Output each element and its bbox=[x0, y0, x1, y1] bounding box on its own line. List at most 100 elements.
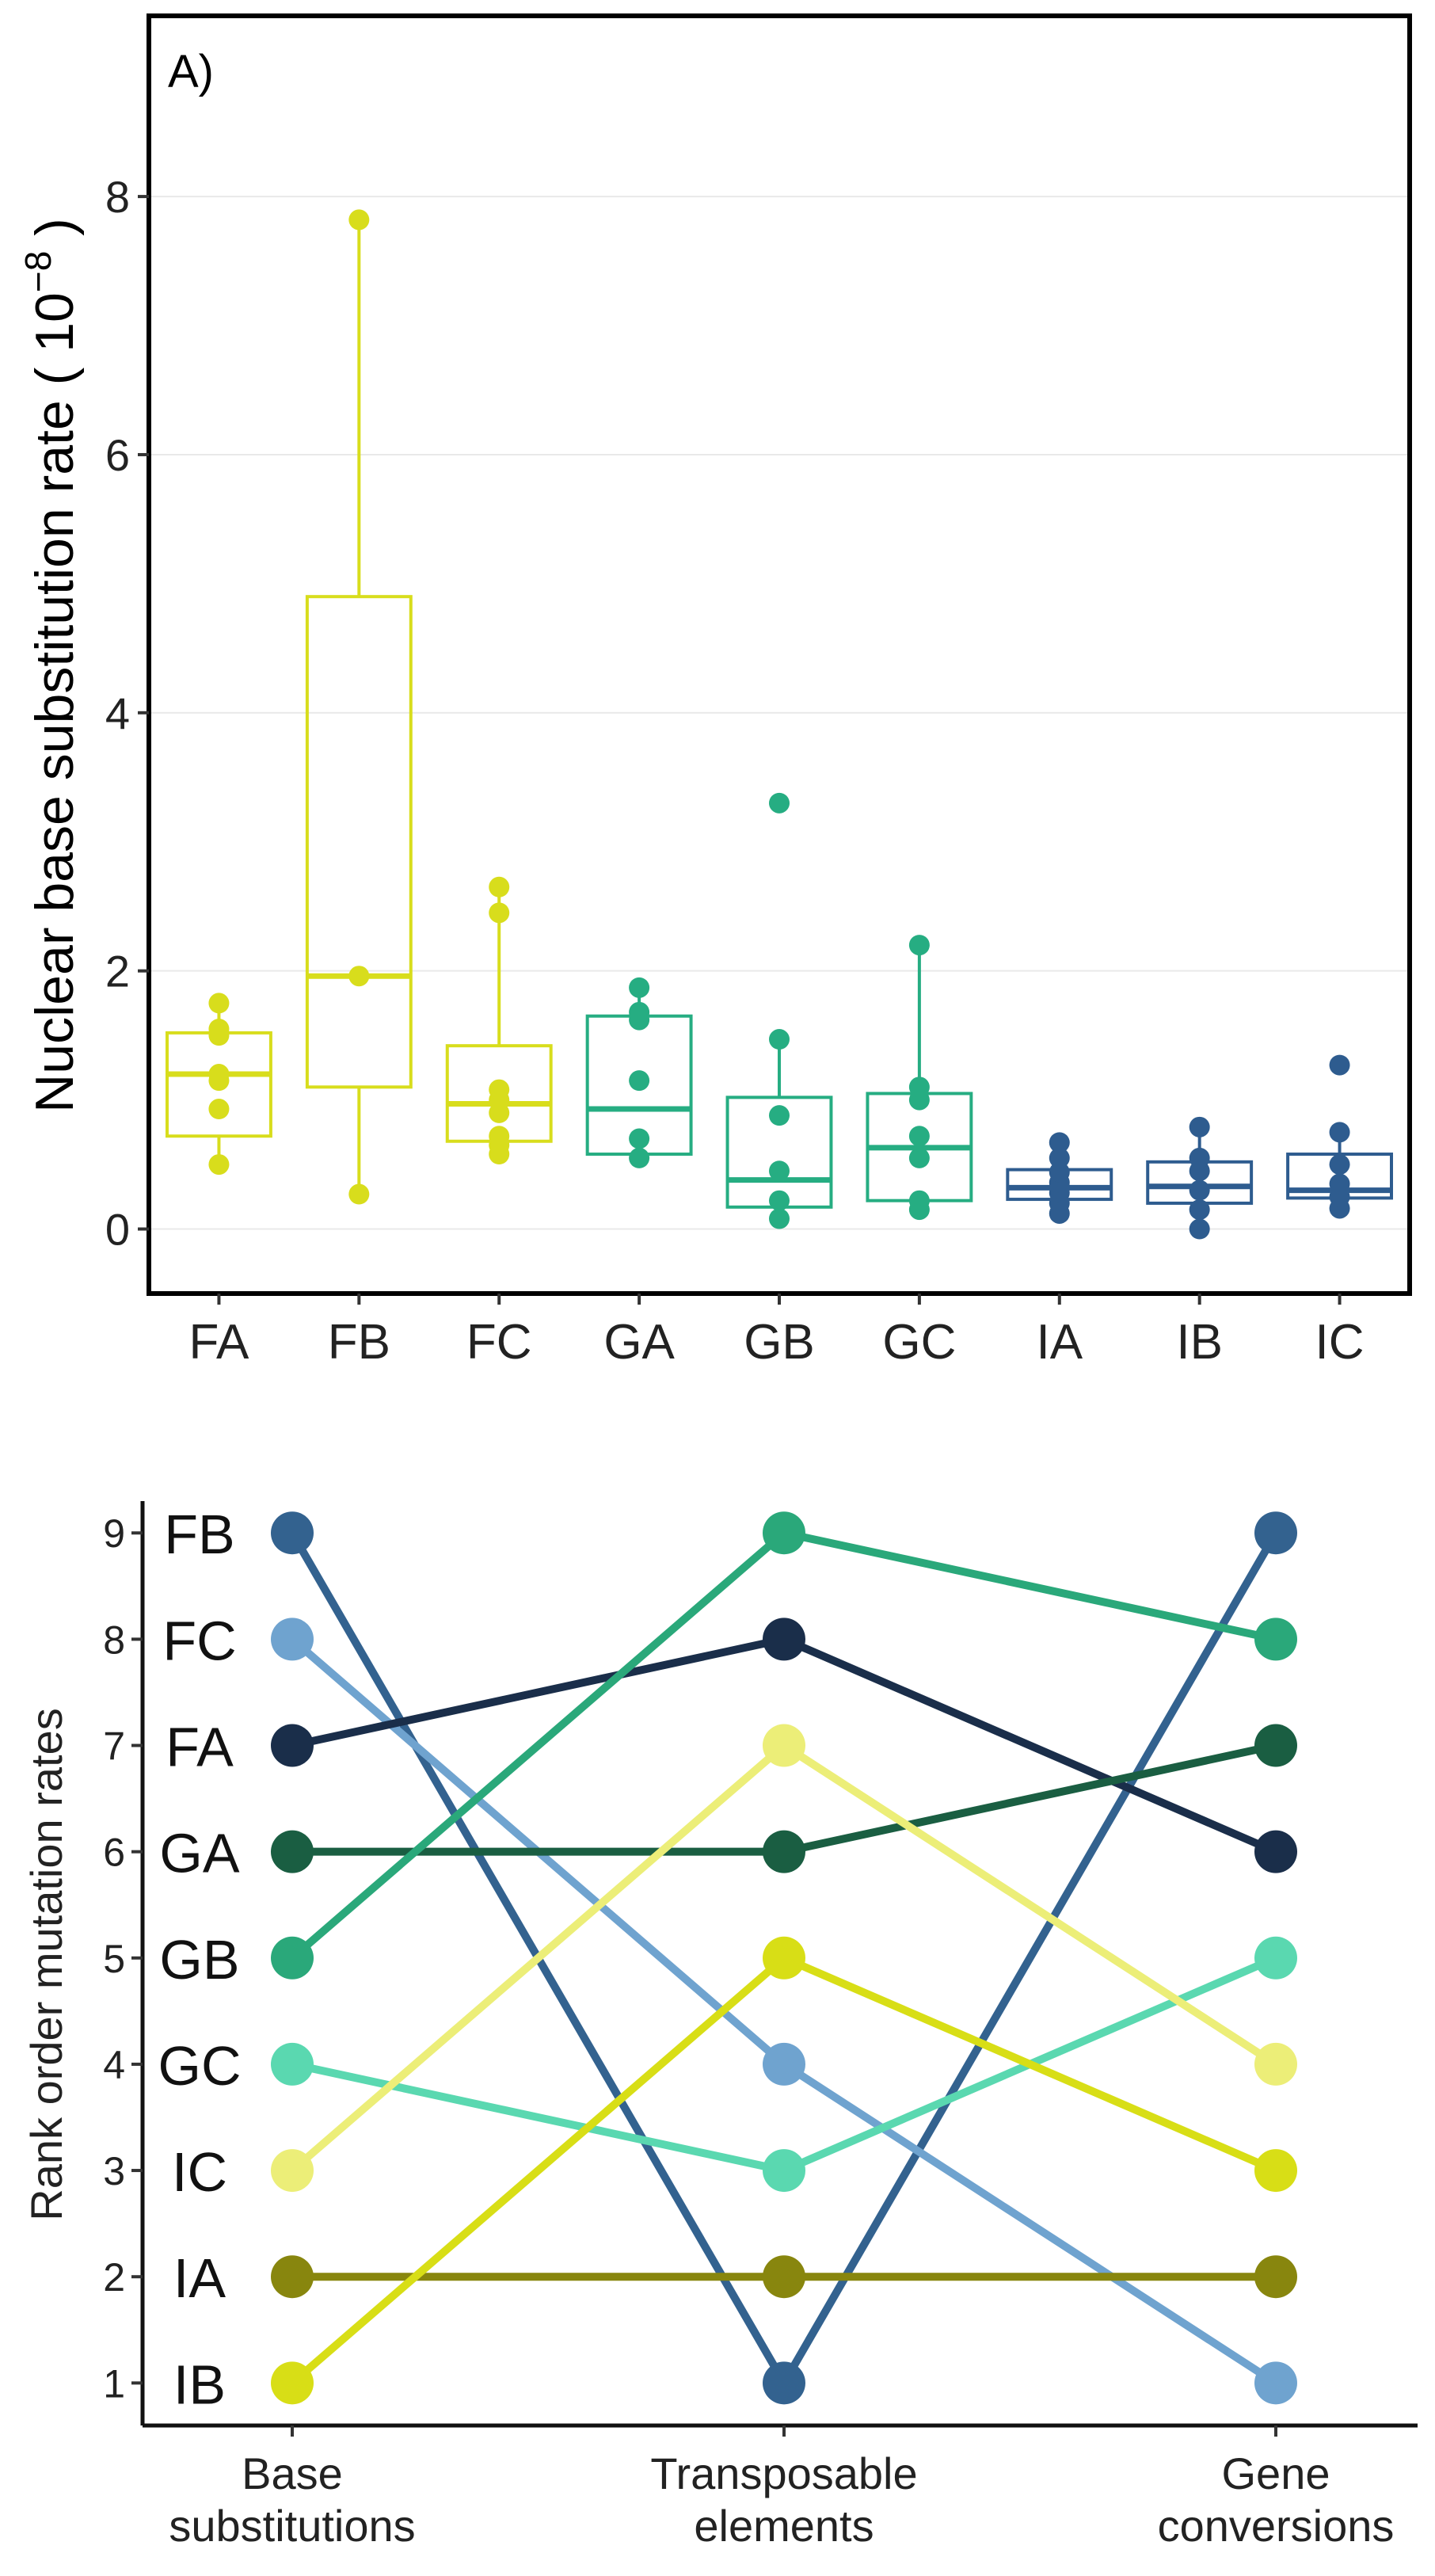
rank-y-tick-label: 8 bbox=[103, 1618, 125, 1662]
x-tick-label: IB bbox=[1176, 1315, 1223, 1370]
rank-x-tick-label-line: substitutions bbox=[169, 2501, 415, 2551]
rank-group-label: GB bbox=[159, 1929, 239, 1991]
series-point-ga bbox=[1254, 1724, 1297, 1767]
y-tick-label: 4 bbox=[105, 688, 130, 738]
data-point bbox=[489, 1126, 510, 1147]
rank-y-axis: 1 2 3 4 5 6 7 8 9 bbox=[103, 1511, 143, 2406]
data-point bbox=[1189, 1218, 1210, 1240]
series-point-ic bbox=[1254, 2042, 1297, 2086]
boxplot-panel: A) 0 2 4 6 8 FA FB FC GA GB GC IA IB IC Nuclear base… bbox=[17, 13, 1412, 1370]
rank-y-axis-label: Rank order mutation rates bbox=[21, 1708, 71, 2220]
data-point bbox=[629, 1070, 650, 1092]
boxplot-gc bbox=[866, 935, 973, 1221]
y-tick-label: 6 bbox=[105, 430, 130, 480]
data-point bbox=[208, 1099, 230, 1120]
series-point-gc bbox=[763, 2149, 805, 2193]
rank-y-tick-label: 2 bbox=[103, 2255, 125, 2300]
series-point-fa bbox=[271, 1724, 314, 1767]
data-point bbox=[908, 1126, 930, 1147]
data-point bbox=[629, 1147, 650, 1168]
rank-group-label: IC bbox=[172, 2141, 227, 2203]
data-point bbox=[769, 1208, 790, 1229]
data-point bbox=[1189, 1147, 1210, 1168]
data-point bbox=[769, 792, 790, 814]
boxplot-fa bbox=[165, 993, 272, 1176]
data-point bbox=[1189, 1199, 1210, 1221]
rank-x-tick-label: Base substitutions bbox=[169, 2448, 415, 2551]
rank-x-tick-label-line: Gene bbox=[1222, 2448, 1330, 2498]
series-point-ic bbox=[763, 1724, 805, 1767]
rank-x-tick-label: Gene conversions bbox=[1158, 2448, 1395, 2551]
boxplot-ib bbox=[1146, 1116, 1254, 1240]
series-point-ga bbox=[763, 1830, 805, 1873]
series-point-ia bbox=[763, 2255, 805, 2299]
boxplot-gb bbox=[725, 792, 833, 1229]
rank-y-tick-label: 1 bbox=[103, 2361, 125, 2406]
x-axis: FA FB FC GA GB GC IA IB IC bbox=[189, 1294, 1365, 1370]
series-point-ib bbox=[763, 1936, 805, 1980]
series-point-fc bbox=[1254, 2361, 1297, 2405]
x-tick-label: IC bbox=[1315, 1315, 1365, 1370]
data-point bbox=[208, 1018, 230, 1039]
y-axis-label: Nuclear base substitution rate ( 10−8 ) bbox=[17, 218, 85, 1113]
rank-y-tick-label: 9 bbox=[103, 1511, 125, 1556]
series-point-ga bbox=[271, 1830, 314, 1873]
rank-x-tick-label-line: elements bbox=[694, 2501, 874, 2551]
rank-y-tick-label: 3 bbox=[103, 2149, 125, 2193]
data-point bbox=[1329, 1154, 1350, 1176]
series-point-gb bbox=[763, 1511, 805, 1555]
boxplot-ic bbox=[1286, 1054, 1394, 1219]
data-point bbox=[1189, 1179, 1210, 1201]
series-point-fa bbox=[763, 1618, 805, 1661]
x-tick-label: GA bbox=[603, 1315, 675, 1370]
series-point-gc bbox=[1254, 1936, 1297, 1980]
rank-group-label: GC bbox=[158, 2035, 242, 2097]
data-point bbox=[908, 935, 930, 956]
series-point-ia bbox=[271, 2255, 314, 2299]
data-point bbox=[489, 876, 510, 897]
y-tick-label: 8 bbox=[105, 172, 130, 222]
boxplot-fc bbox=[445, 876, 553, 1165]
data-point bbox=[908, 1147, 930, 1168]
boxplot-ia bbox=[1006, 1132, 1113, 1224]
rank-x-tick-label-line: conversions bbox=[1158, 2501, 1395, 2551]
rank-y-tick-label: 5 bbox=[103, 1937, 125, 1981]
series-point-fa bbox=[1254, 1830, 1297, 1873]
rank-group-label: GA bbox=[159, 1823, 239, 1884]
box bbox=[305, 595, 413, 1089]
rank-group-label: IB bbox=[173, 2353, 226, 2415]
x-tick-label: IA bbox=[1036, 1315, 1083, 1370]
data-point bbox=[908, 1077, 930, 1098]
y-tick-label: 2 bbox=[105, 947, 130, 996]
rank-panel: 1 2 3 4 5 6 7 8 9 Base substitutions Transposable e… bbox=[21, 1501, 1418, 2551]
rank-y-tick-label: 4 bbox=[103, 2043, 125, 2087]
rank-x-tick-label-line: Transposable bbox=[650, 2448, 917, 2498]
data-point bbox=[629, 1001, 650, 1023]
x-tick-label: FA bbox=[189, 1315, 249, 1370]
data-point bbox=[208, 993, 230, 1014]
data-point bbox=[1049, 1147, 1070, 1168]
rank-y-tick-label: 6 bbox=[103, 1831, 125, 1875]
data-point bbox=[769, 1190, 790, 1211]
x-tick-label: GB bbox=[744, 1315, 815, 1370]
rank-group-labels: FB FC FA GA GB GC IC IA IB bbox=[158, 1503, 242, 2415]
series-point-fb bbox=[1254, 1511, 1297, 1555]
series-point-fc bbox=[271, 1618, 314, 1661]
rank-x-tick-label-line: Base bbox=[242, 2448, 343, 2498]
boxplot-groups bbox=[165, 209, 1394, 1240]
data-point bbox=[1049, 1132, 1070, 1153]
data-point bbox=[489, 902, 510, 924]
plot-frame bbox=[147, 13, 1412, 1296]
rank-x-tick-label: Transposable elements bbox=[650, 2448, 917, 2551]
rank-y-tick-label: 7 bbox=[103, 1724, 125, 1769]
rank-group-label: FA bbox=[166, 1717, 234, 1778]
series-point-fc bbox=[763, 2042, 805, 2086]
panel-label: A) bbox=[168, 46, 214, 97]
x-tick-label: FB bbox=[328, 1315, 390, 1370]
rank-group-label: FB bbox=[164, 1503, 234, 1565]
data-point bbox=[769, 1105, 790, 1126]
rank-x-axis: Base substitutions Transposable elements Gen… bbox=[169, 2425, 1394, 2551]
data-point bbox=[769, 1160, 790, 1182]
rank-group-label: IA bbox=[173, 2247, 226, 2309]
